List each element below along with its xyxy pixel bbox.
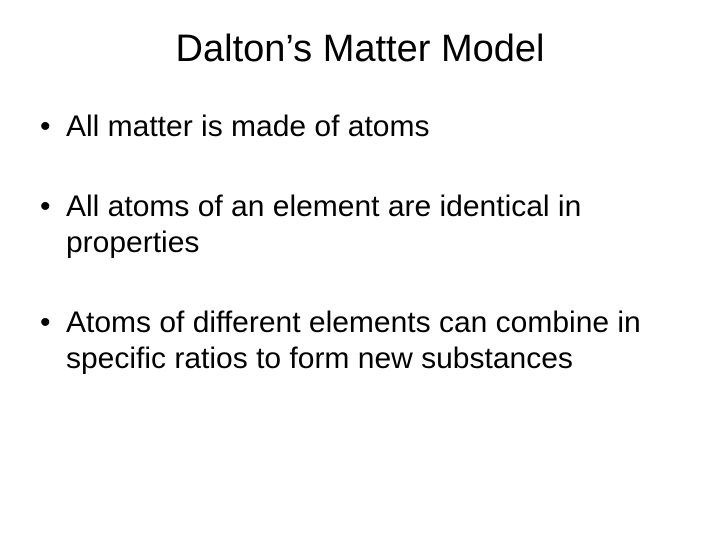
bullet-item: All matter is made of atoms [34,109,686,145]
bullet-list: All matter is made of atoms All atoms of… [34,109,686,377]
bullet-item: Atoms of different elements can combine … [34,305,686,377]
slide: Dalton’s Matter Model All matter is made… [0,0,720,540]
bullet-item: All atoms of an element are identical in… [34,189,686,261]
slide-title: Dalton’s Matter Model [34,28,686,71]
